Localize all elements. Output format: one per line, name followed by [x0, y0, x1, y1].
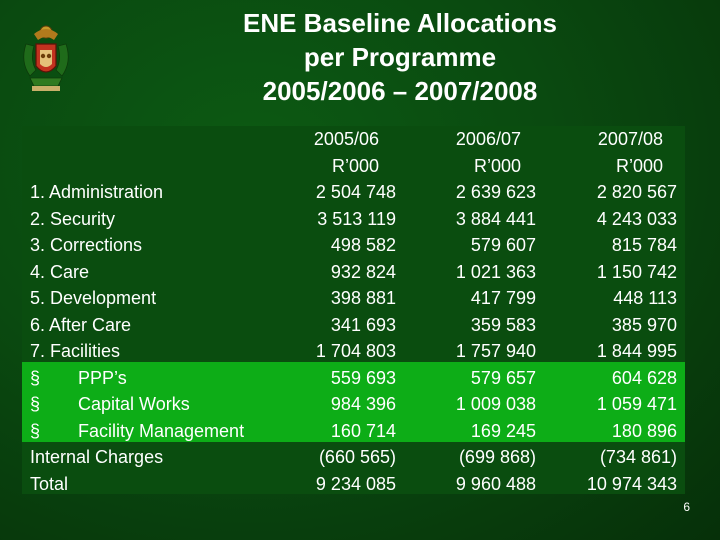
cell-2005: 398 881 [330, 288, 396, 308]
cell-2007: (734 861) [599, 447, 677, 467]
row-label: 5. Development [30, 288, 157, 308]
header-unit-1: R’000 [331, 155, 379, 176]
table-row: 3. Corrections 498 582 579 607 815 784 [22, 232, 685, 259]
cell-2005: 3 513 119 [317, 208, 396, 229]
cell-2007: 815 784 [611, 235, 677, 255]
table-row: 4. Care 932 824 1 021 363 1 150 742 [22, 259, 685, 286]
cell-2006: 3 884 441 [455, 208, 536, 229]
table-row: § Capital Works 984 396 1 009 038 1 059 4… [22, 391, 685, 418]
table-row: § Facility Management 160 714 169 245 180… [22, 418, 685, 445]
row-label: 1. Administration [30, 182, 164, 202]
header-year-1: 2005/06 [313, 129, 379, 149]
cell-2007: 1 059 471 [596, 394, 677, 414]
row-label: 2. Security [30, 208, 116, 229]
row-label: 4. Care [30, 261, 90, 282]
table-row: Internal Charges (660 565) (699 868) (73… [22, 444, 685, 471]
cell-2005: 498 582 [330, 235, 396, 255]
cell-2007: 604 628 [611, 367, 677, 388]
table-band-tail [22, 442, 685, 494]
cell-2006: 169 245 [470, 420, 536, 441]
cell-2005: 2 504 748 [315, 182, 396, 202]
cell-2007: 1 150 742 [596, 261, 677, 282]
page-number: 6 [683, 500, 690, 514]
cell-2006: 359 583 [470, 314, 536, 335]
cell-2005: 341 693 [330, 314, 396, 335]
cell-2007: 10 974 343 [586, 473, 677, 494]
header-year-3: 2007/08 [597, 129, 663, 149]
cell-2005: 984 396 [330, 394, 396, 414]
cell-2005: 9 234 085 [315, 473, 396, 494]
table-band-top [22, 126, 685, 362]
row-label: Facility Management [78, 420, 245, 441]
cell-2005: 1 704 803 [315, 341, 396, 361]
title-line-3: 2005/2006 – 2007/2008 [262, 76, 538, 106]
cell-2007: 2 820 567 [596, 182, 677, 202]
header-unit-3: R’000 [615, 155, 663, 176]
table-row-total: Total 9 234 085 9 960 488 10 974 343 [22, 471, 685, 498]
header-unit-2: R’000 [473, 155, 521, 176]
cell-2006: 9 960 488 [455, 473, 536, 494]
header-year-2: 2006/07 [455, 129, 521, 149]
row-label: 7. Facilities [30, 341, 121, 361]
cell-2005: (660 565) [318, 447, 396, 467]
row-label: 6. After Care [30, 314, 132, 335]
header-row-years: 2005/06 2006/07 2007/08 [22, 126, 685, 153]
bullet-marker: § [30, 367, 41, 388]
cell-2007: 4 243 033 [596, 208, 677, 229]
cell-2005: 932 824 [330, 261, 396, 282]
table-row: 1. Administration 2 504 748 2 639 623 2 … [22, 179, 685, 206]
cell-2006: 1 757 940 [455, 341, 536, 361]
cell-2006: 2 639 623 [455, 182, 536, 202]
cell-2006: 1 009 038 [455, 394, 536, 414]
row-label: Capital Works [78, 394, 190, 414]
title-line-2: per Programme [303, 42, 497, 72]
bullet-marker: § [30, 394, 41, 414]
cell-2005: 160 714 [330, 420, 396, 441]
cell-2007: 1 844 995 [596, 341, 677, 361]
row-label: PPP’s [78, 367, 127, 388]
table-row: 5. Development 398 881 417 799 448 113 [22, 285, 685, 312]
bullet-marker: § [30, 420, 41, 441]
cell-2006: 579 657 [470, 367, 536, 388]
row-label: 3. Corrections [30, 235, 143, 255]
coat-of-arms-icon [23, 25, 69, 91]
table-row: § PPP’s 559 693 579 657 604 628 [22, 365, 685, 392]
cell-2006: 1 021 363 [455, 261, 536, 282]
cell-2006: 417 799 [470, 288, 536, 308]
allocations-table: 2005/06 2006/07 2007/08 R’000 R’000 R’00… [22, 126, 685, 496]
cell-2007: 180 896 [611, 420, 677, 441]
header-row-units: R’000 R’000 R’000 [22, 153, 685, 180]
cell-2007: 448 113 [613, 288, 677, 308]
title-line-1: ENE Baseline Allocations [242, 8, 558, 38]
cell-2007: 385 970 [611, 314, 677, 335]
row-label: Total [30, 473, 69, 494]
slide-title: ENE Baseline Allocations per Programme 2… [150, 6, 650, 108]
cell-2005: 559 693 [330, 367, 396, 388]
row-label: Internal Charges [30, 447, 164, 467]
cell-2006: (699 868) [458, 447, 536, 467]
table-row: 2. Security 3 513 119 3 884 441 4 243 03… [22, 206, 685, 233]
table-row: 7. Facilities 1 704 803 1 757 940 1 844 … [22, 338, 685, 365]
table-row: 6. After Care 341 693 359 583 385 970 [22, 312, 685, 339]
table-band-highlight [22, 362, 685, 442]
cell-2006: 579 607 [470, 235, 536, 255]
